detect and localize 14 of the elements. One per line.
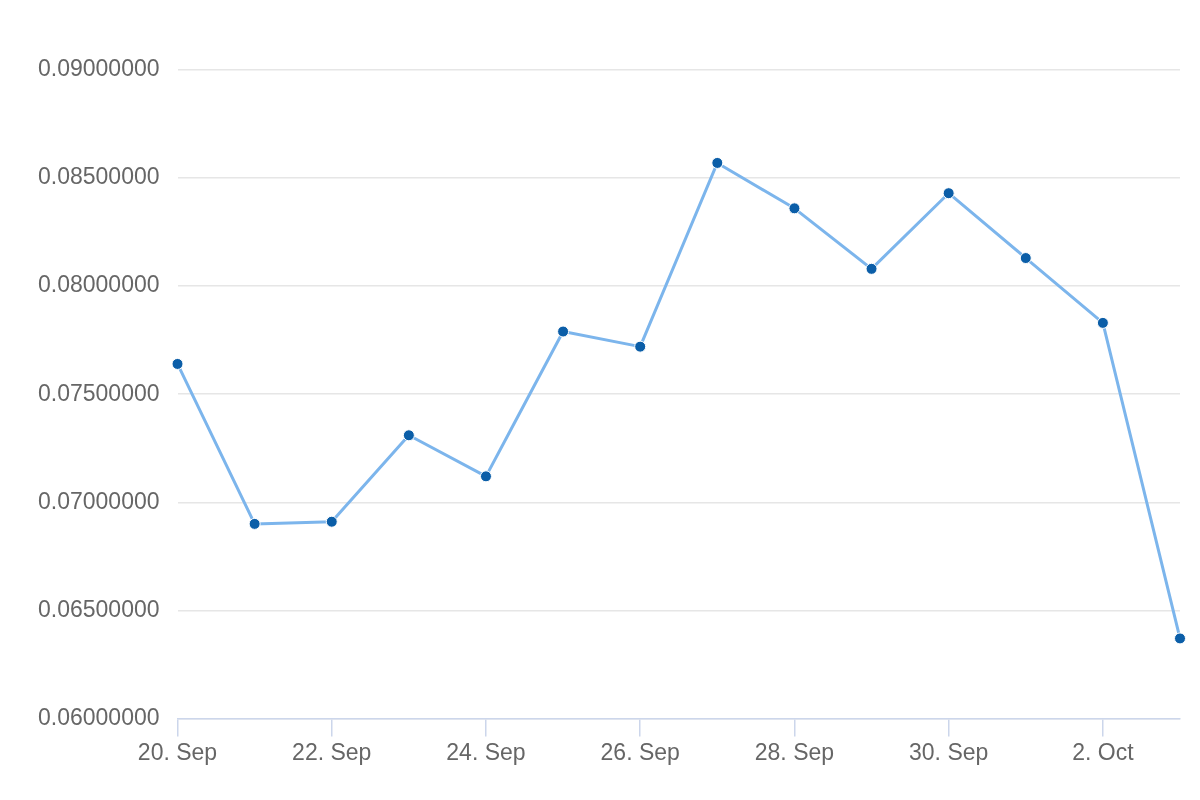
y-tick-label: 0.09000000	[38, 55, 160, 82]
x-tick-label: 26. Sep	[600, 738, 680, 765]
x-tick-label: 2. Oct	[1072, 738, 1135, 765]
x-tick-label: 22. Sep	[292, 738, 372, 765]
x-tick-label: 30. Sep	[909, 738, 989, 765]
y-tick-label: 0.07500000	[38, 379, 160, 406]
y-tick-label: 0.06500000	[38, 595, 160, 622]
x-tick-label: 20. Sep	[137, 738, 218, 765]
y-tick-label: 0.08500000	[38, 163, 160, 190]
x-tick-label: 24. Sep	[446, 738, 526, 765]
y-tick-label: 0.07000000	[38, 487, 160, 514]
y-tick-label: 0.08000000	[38, 271, 160, 298]
x-tick-label: 28. Sep	[754, 738, 835, 765]
y-tick-label: 0.06000000	[38, 703, 160, 730]
